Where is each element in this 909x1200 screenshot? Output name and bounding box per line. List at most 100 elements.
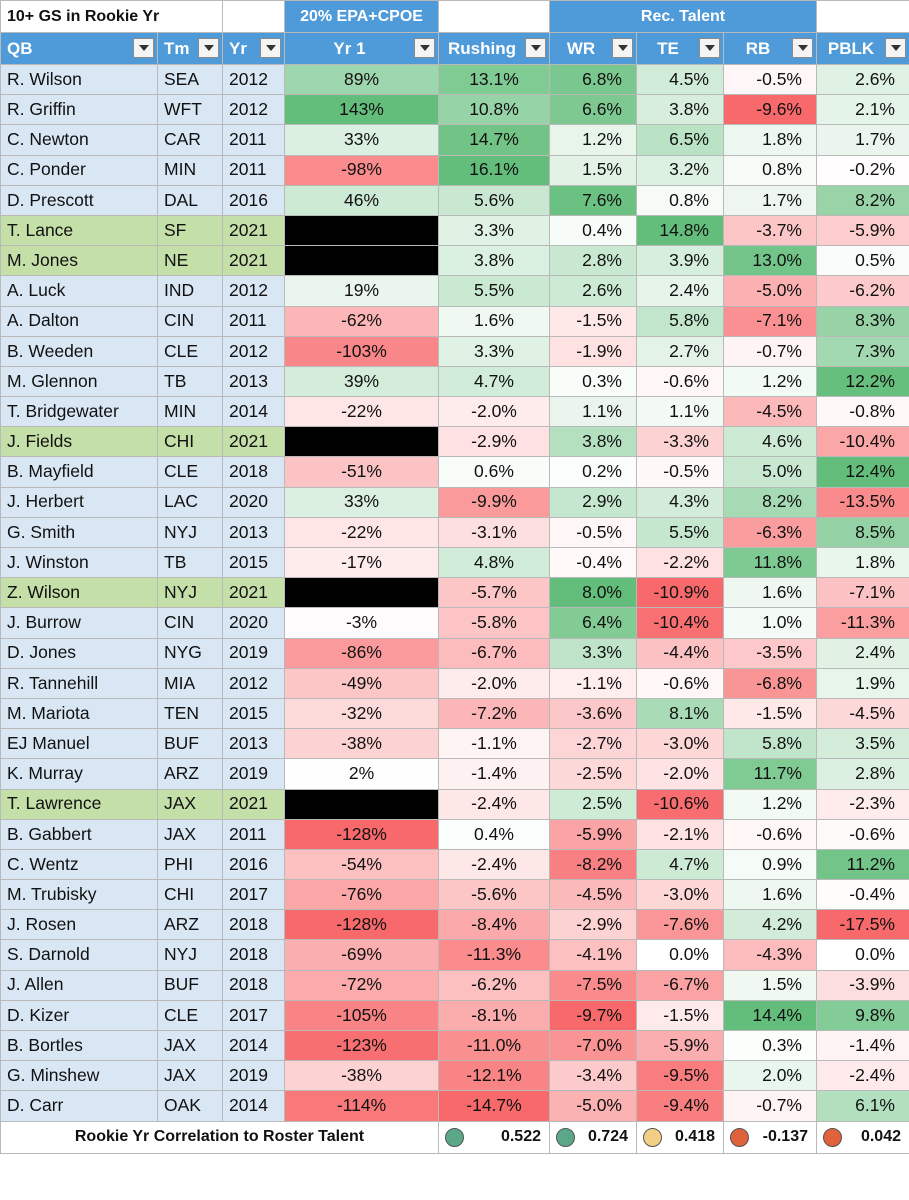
pblk-cell: 3.5% — [816, 728, 909, 760]
rb-cell: 1.2% — [723, 788, 817, 820]
rush-cell: 3.3% — [438, 335, 550, 367]
qb-name-cell: R. Wilson — [0, 63, 158, 96]
column-header-rushing: Rushing — [438, 32, 550, 65]
year-cell: 2013 — [222, 728, 285, 760]
qb-name-cell: M. Glennon — [0, 365, 158, 398]
rush-cell: 13.1% — [438, 63, 550, 96]
table-row: R. Tannehill MIA 2012 -49% -2.0% -1.1% -0.6% -6… — [0, 667, 909, 699]
qb-name-cell: J. Rosen — [0, 909, 158, 941]
year-cell: 2018 — [222, 939, 285, 971]
filter-dropdown-icon[interactable] — [699, 38, 720, 58]
wr-cell: 2.5% — [549, 788, 637, 820]
yr1-cell: 89% — [284, 63, 439, 96]
correlation-value: 0.042 — [860, 1128, 901, 1146]
pblk-cell: 1.8% — [816, 546, 909, 579]
yr1-cell: -105% — [284, 999, 439, 1032]
table-row: Z. Wilson NYJ 2021 -5.7% 8.0% -10.9% 1.6% -7.1% — [0, 577, 909, 609]
blank-cell — [438, 0, 550, 33]
pblk-cell: -0.6% — [816, 818, 909, 850]
year-cell: 2011 — [222, 818, 285, 850]
team-cell: CIN — [157, 607, 223, 639]
filter-dropdown-icon[interactable] — [198, 38, 219, 58]
wr-cell: 1.1% — [549, 396, 637, 428]
filter-dropdown-icon[interactable] — [260, 38, 281, 58]
year-cell: 2012 — [222, 63, 285, 96]
pblk-cell: -7.1% — [816, 577, 909, 609]
qb-name-cell: D. Jones — [0, 637, 158, 669]
rb-cell: 13.0% — [723, 245, 817, 277]
rb-cell: 0.8% — [723, 154, 817, 186]
year-cell: 2011 — [222, 154, 285, 186]
epa-group-header: 20% EPA+CPOE — [284, 0, 439, 33]
table-row: R. Wilson SEA 2012 89% 13.1% 6.8% 4.5% -0.5% 2.6… — [0, 63, 909, 96]
rush-cell: -2.0% — [438, 667, 550, 699]
yr1-cell: -103% — [284, 335, 439, 367]
wr-cell: 7.6% — [549, 184, 637, 216]
correlation-value-cell: 0.418 — [636, 1120, 724, 1154]
rush-cell: -2.0% — [438, 396, 550, 428]
year-cell: 2020 — [222, 607, 285, 639]
qb-name-cell: R. Griffin — [0, 94, 158, 126]
correlation-value: 0.522 — [500, 1128, 541, 1146]
team-cell: NE — [157, 245, 223, 277]
pblk-cell: -3.9% — [816, 969, 909, 1001]
yr1-cell: 2% — [284, 758, 439, 790]
table-row: A. Luck IND 2012 19% 5.5% 2.6% 2.4% -5.0% -6.2% — [0, 275, 909, 307]
yr1-cell: -123% — [284, 1029, 439, 1062]
year-cell: 2011 — [222, 124, 285, 156]
table-row: B. Bortles JAX 2014 -123% -11.0% -7.0% -5.9% 0.… — [0, 1029, 909, 1062]
team-cell: CHI — [157, 426, 223, 458]
rb-cell: 1.5% — [723, 969, 817, 1001]
year-cell: 2013 — [222, 365, 285, 398]
rb-cell: -3.7% — [723, 214, 817, 247]
table-row: C. Ponder MIN 2011 -98% 16.1% 1.5% 3.2% 0.8% -0.… — [0, 154, 909, 186]
filter-dropdown-icon[interactable] — [133, 38, 154, 58]
pblk-cell: 0.0% — [816, 939, 909, 971]
yr1-cell: -17% — [284, 546, 439, 579]
qb-name-cell: S. Darnold — [0, 939, 158, 971]
pblk-cell: -2.3% — [816, 788, 909, 820]
year-cell: 2016 — [222, 184, 285, 216]
wr-cell: -0.5% — [549, 516, 637, 549]
filter-dropdown-icon[interactable] — [885, 38, 906, 58]
filter-dropdown-icon[interactable] — [414, 38, 435, 58]
filter-dropdown-icon[interactable] — [792, 38, 813, 58]
wr-cell: -3.4% — [549, 1060, 637, 1092]
table-row: M. Trubisky CHI 2017 -76% -5.6% -4.5% -3.0% 1.6… — [0, 879, 909, 911]
te-cell: -2.0% — [636, 758, 724, 790]
column-header-label: WR — [566, 39, 596, 58]
rush-cell: -11.0% — [438, 1029, 550, 1062]
yr1-cell — [284, 426, 439, 458]
pblk-cell: 2.4% — [816, 637, 909, 669]
wr-cell: -9.7% — [549, 999, 637, 1032]
team-cell: CIN — [157, 305, 223, 337]
qb-name-cell: B. Bortles — [0, 1029, 158, 1062]
rush-cell: 4.8% — [438, 546, 550, 579]
year-cell: 2021 — [222, 245, 285, 277]
yr1-cell: -98% — [284, 154, 439, 186]
te-cell: -5.9% — [636, 1029, 724, 1062]
table-row: EJ Manuel BUF 2013 -38% -1.1% -2.7% -3.0% 5.8% 3… — [0, 728, 909, 760]
rush-cell: 3.3% — [438, 214, 550, 247]
column-header-label: PBLK — [827, 39, 875, 58]
filter-dropdown-icon[interactable] — [525, 38, 546, 58]
filter-dropdown-icon[interactable] — [612, 38, 633, 58]
rush-cell: -1.4% — [438, 758, 550, 790]
rush-cell: -5.6% — [438, 879, 550, 911]
table-row: D. Carr OAK 2014 -114% -14.7% -5.0% -9.4% -0.7%… — [0, 1090, 909, 1122]
team-cell: CAR — [157, 124, 223, 156]
qb-name-cell: Z. Wilson — [0, 577, 158, 609]
team-cell: PHI — [157, 848, 223, 881]
yr1-cell: -51% — [284, 456, 439, 488]
rush-cell: -12.1% — [438, 1060, 550, 1092]
te-cell: 3.9% — [636, 245, 724, 277]
wr-cell: -2.7% — [549, 728, 637, 760]
rb-cell: -6.3% — [723, 516, 817, 549]
rb-cell: -9.6% — [723, 94, 817, 126]
team-cell: MIN — [157, 396, 223, 428]
rb-cell: 1.6% — [723, 879, 817, 911]
yr1-cell: -62% — [284, 305, 439, 337]
rb-cell: 11.7% — [723, 758, 817, 790]
correlation-value-cell: 0.042 — [816, 1120, 909, 1154]
yr1-cell: -38% — [284, 728, 439, 760]
